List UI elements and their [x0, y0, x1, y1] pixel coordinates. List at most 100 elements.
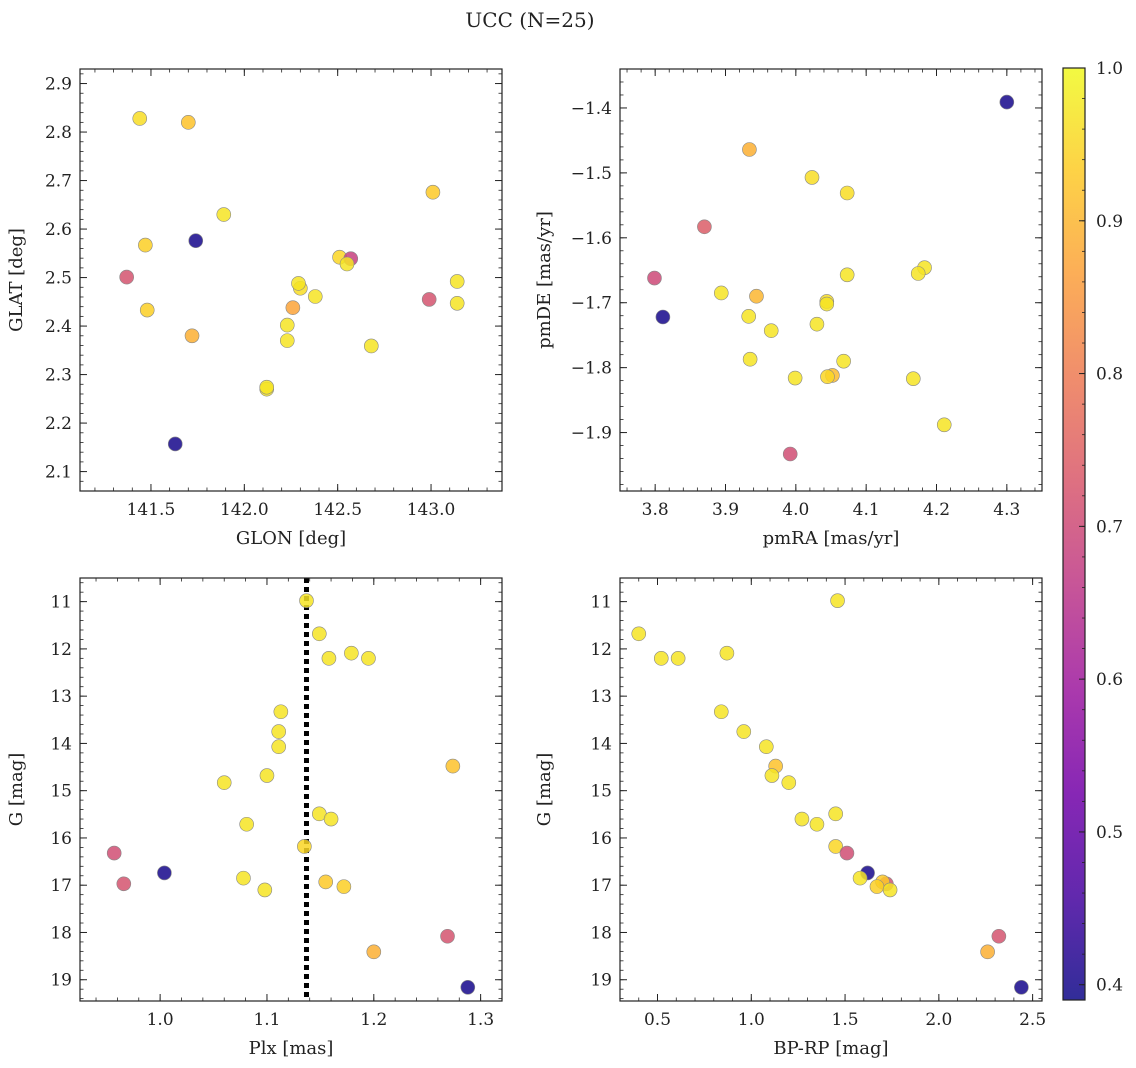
- scatter-point: [631, 626, 647, 642]
- scatter-point: [758, 739, 774, 755]
- scatter-point: [787, 370, 803, 386]
- scatter-point: [655, 309, 671, 325]
- scatter-point: [836, 353, 851, 369]
- y-tick-label: 2.2: [45, 414, 72, 434]
- y-tick-label: 2.4: [45, 317, 72, 337]
- y-tick-label: −1.4: [571, 99, 612, 119]
- y-tick-label: 13: [590, 687, 612, 707]
- x-tick-label: 4.1: [853, 500, 880, 520]
- x-tick-label: 1.0: [147, 1010, 174, 1030]
- colorbar-tick-label: 1.0: [1096, 59, 1123, 79]
- x-tick-label: 1.2: [360, 1010, 387, 1030]
- scatter-point: [336, 879, 352, 894]
- scatter-point: [839, 185, 855, 201]
- x-tick-label: 1.0: [738, 1010, 765, 1030]
- x-tick-label: 4.3: [993, 500, 1020, 520]
- x-axis-label: pmRA [mas/yr]: [763, 528, 900, 549]
- x-tick-label: 2.0: [925, 1010, 952, 1030]
- y-tick-label: 2.3: [45, 366, 72, 386]
- panel-2: 3.8 3.9 4.0 4.1 4.2 4.3 −1.9 −1.8 −1.7 −1.6 −1.5 −1…: [534, 68, 1043, 549]
- scatter-point: [882, 882, 898, 898]
- y-axis-label: pmDE [mas/yr]: [534, 211, 555, 349]
- scatter-point: [188, 233, 204, 249]
- scatter-point: [273, 704, 289, 720]
- x-axis-label: BP-RP [mag]: [773, 1038, 888, 1059]
- y-axis-label: GLAT [deg]: [6, 228, 27, 332]
- y-tick-label: 18: [590, 923, 612, 943]
- scatter-point: [291, 276, 306, 291]
- plot-frame: [619, 577, 1043, 1002]
- scatter-point: [216, 207, 232, 222]
- scatter-point: [741, 309, 757, 324]
- scatter-point: [719, 645, 735, 661]
- scatter-point: [279, 317, 295, 333]
- y-tick-label: 2.6: [45, 220, 72, 240]
- scatter-point: [116, 876, 132, 892]
- scatter-point: [764, 768, 780, 783]
- y-tick-label: 16: [590, 829, 612, 849]
- scatter-point: [449, 295, 465, 311]
- scatter-point: [239, 816, 254, 832]
- scatter-point: [271, 739, 287, 755]
- colorbar-tick-label: 0.4: [1096, 976, 1123, 996]
- x-tick-label: 3.8: [642, 500, 669, 520]
- y-tick-label: 17: [590, 876, 612, 896]
- scatter-point: [742, 351, 758, 367]
- colorbar-tick-label: 0.5: [1096, 823, 1123, 843]
- y-tick-label: 12: [50, 640, 72, 660]
- plot-frame: [619, 68, 1043, 492]
- y-axis-label: G [mag]: [534, 753, 555, 826]
- scatter-point: [830, 593, 845, 608]
- x-tick-label: 3.9: [712, 500, 739, 520]
- scatter-point: [361, 651, 376, 666]
- scatter-point: [781, 775, 797, 790]
- scatter-point: [905, 371, 921, 386]
- scatter-point: [323, 811, 339, 827]
- y-tick-label: 17: [50, 876, 72, 896]
- scatter-point: [119, 269, 134, 285]
- x-tick-label: 2.5: [1019, 1010, 1046, 1030]
- scatter-point: [132, 111, 148, 126]
- scatter-point: [440, 928, 455, 944]
- scatter-point: [139, 302, 155, 318]
- scatter-point: [869, 879, 885, 894]
- scatter-point: [460, 979, 476, 995]
- scatter-point: [653, 651, 669, 666]
- scatter-point: [425, 184, 441, 200]
- scatter-point: [804, 170, 820, 185]
- panel-1: 141.5 142.0 142.5 143.0 2.1 2.2 2.3 2.4 2.5 2.6 2.…: [6, 68, 503, 549]
- colorbar: 0.4 0.5 0.6 0.7 0.8 0.9 1.0: [1062, 59, 1123, 1001]
- y-tick-label: 16: [50, 829, 72, 849]
- scatter-point: [809, 816, 825, 832]
- scatter-point: [713, 285, 729, 301]
- x-axis-label: GLON [deg]: [236, 528, 346, 549]
- scatter-point: [279, 333, 295, 348]
- scatter-point: [259, 768, 275, 783]
- plot-frame: [79, 577, 503, 1002]
- scatter-point: [794, 811, 810, 827]
- scatter-point: [647, 270, 662, 286]
- scatter-point: [713, 704, 729, 720]
- y-tick-label: −1.6: [571, 229, 612, 249]
- scatter-point: [366, 944, 382, 960]
- scatter-point: [828, 839, 843, 854]
- panels: 141.5 142.0 142.5 143.02.12.22.32.42.52.62.…: [6, 68, 1046, 1059]
- x-tick-label: 1.5: [832, 1010, 859, 1030]
- x-tick-label: 143.0: [407, 500, 456, 520]
- x-tick-label: 4.2: [923, 500, 950, 520]
- scatter-point: [181, 115, 196, 130]
- scatter-point: [736, 724, 752, 739]
- scatter-point: [828, 806, 843, 822]
- scatter-point: [839, 267, 855, 283]
- scatter-point: [839, 845, 855, 861]
- scatter-point: [184, 328, 200, 344]
- scatter-point: [216, 775, 232, 790]
- y-tick-label: 14: [50, 734, 72, 754]
- scatter-point: [285, 300, 301, 315]
- panel-4: 0.5 1.0 1.5 2.0 2.5 11 12 13 14 15 16 17 18 19 BP-RP […: [534, 577, 1046, 1059]
- scatter-point: [307, 289, 323, 304]
- scatter-point: [819, 296, 835, 312]
- y-tick-label: 11: [50, 593, 72, 613]
- y-tick-label: 12: [590, 640, 612, 660]
